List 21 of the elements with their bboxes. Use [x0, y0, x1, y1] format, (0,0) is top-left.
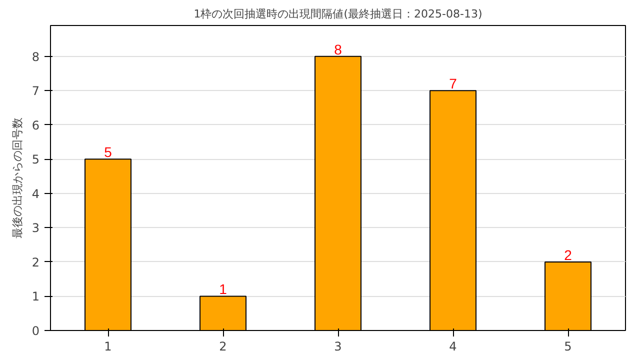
- y-tick-label: 0: [32, 324, 40, 338]
- data-label: 5: [104, 144, 112, 160]
- y-tick-label: 3: [32, 221, 40, 236]
- y-tick-label: 8: [32, 50, 40, 64]
- x-tick-label: 3: [334, 340, 342, 354]
- x-tick-label: 1: [104, 340, 112, 354]
- y-tick-label: 2: [32, 255, 40, 270]
- y-tick-label: 4: [32, 186, 40, 201]
- y-axis-title: 最後の出現からの回号数: [10, 118, 24, 238]
- y-tick-label: 1: [32, 290, 40, 304]
- x-tick-label: 5: [564, 340, 572, 354]
- data-label: 8: [334, 41, 342, 58]
- data-label: 1: [219, 281, 228, 298]
- x-tick-label: 2: [219, 340, 227, 354]
- x-tick-label: 4: [449, 340, 457, 354]
- y-tick-label: 5: [32, 152, 40, 167]
- data-label: 7: [449, 76, 458, 92]
- y-tick-label: 7: [32, 84, 40, 98]
- data-label: 2: [564, 246, 572, 263]
- y-tick-label: 6: [32, 118, 40, 132]
- chart-title: 1枠の次回抽選時の出現間隔値(最終抽選日：2025-08-13): [194, 8, 482, 20]
